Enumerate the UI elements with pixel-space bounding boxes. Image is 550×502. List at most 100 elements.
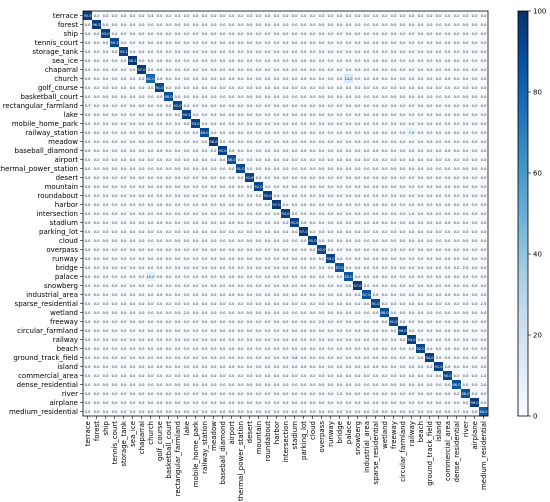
heatmap-cell: [353, 146, 363, 156]
heatmap-cell: [407, 362, 417, 372]
heatmap-cell: [155, 371, 165, 381]
heatmap-cell: [389, 74, 399, 84]
cell-value: 0.0: [391, 212, 397, 216]
cell-value: 0.0: [238, 302, 244, 306]
heatmap-cell: [308, 20, 318, 30]
heatmap-cell: [200, 263, 210, 273]
cell-value: 0.0: [121, 293, 127, 297]
heatmap-cell: [254, 398, 264, 408]
cell-value: 0.0: [283, 221, 289, 225]
cell-value: 0.0: [364, 248, 370, 252]
heatmap-cell: [137, 191, 147, 201]
cell-value: 0.0: [373, 104, 379, 108]
cell-value: 0.0: [481, 230, 487, 234]
heatmap-cell: [470, 128, 480, 138]
heatmap-cell: [371, 56, 381, 66]
cell-value: 0.0: [94, 140, 100, 144]
heatmap-cell: [227, 56, 237, 66]
cell-value: 0.0: [454, 320, 460, 324]
heatmap-cell: [83, 344, 93, 354]
cell-value: 0.0: [292, 401, 298, 405]
heatmap-cell: [128, 317, 138, 327]
heatmap-cell: [407, 200, 417, 210]
heatmap-cell: [254, 38, 264, 48]
heatmap-cell: [164, 191, 174, 201]
heatmap-cell: [101, 308, 111, 318]
cell-value: 0.0: [112, 158, 118, 162]
cell-value: 0.0: [355, 176, 361, 180]
heatmap-cell: [83, 20, 93, 30]
heatmap-cell: [344, 164, 354, 174]
cell-value: 0.0: [184, 104, 190, 108]
heatmap-cell: [164, 110, 174, 120]
heatmap-cell: [461, 362, 471, 372]
heatmap-cell: [416, 56, 426, 66]
heatmap-cell: [146, 272, 156, 282]
cell-value: 0.0: [283, 185, 289, 189]
cell-value: 0.0: [373, 59, 379, 63]
heatmap-cell: [200, 227, 210, 237]
heatmap-cell: [101, 209, 111, 219]
heatmap-cell: [317, 407, 327, 417]
cell-value: 0.0: [445, 212, 451, 216]
heatmap-cell: [299, 326, 309, 336]
heatmap-cell: [299, 272, 309, 282]
heatmap-cell: [254, 254, 264, 264]
cell-value: 0.0: [337, 59, 343, 63]
heatmap-cell: [479, 11, 489, 21]
cell-value: 0.0: [220, 158, 226, 162]
cell-value: 0.0: [391, 59, 397, 63]
cell-value: 0.0: [256, 221, 262, 225]
cell-value: 0.0: [454, 140, 460, 144]
cell-value: 0.0: [103, 41, 109, 45]
heatmap-cell: [380, 191, 390, 201]
cell-value: 0.0: [256, 266, 262, 270]
cell-value: 0.0: [418, 311, 424, 315]
cell-value: 0.0: [238, 95, 244, 99]
heatmap-cell: [227, 173, 237, 183]
heatmap-cell: [209, 335, 219, 345]
cell-value: 0.0: [400, 221, 406, 225]
cell-value: 0.0: [472, 77, 478, 81]
heatmap-cell: [389, 245, 399, 255]
cell-value: 0.0: [211, 68, 217, 72]
heatmap-cell: [380, 326, 390, 336]
cell-value: 0.0: [238, 131, 244, 135]
cell-value: 0.0: [139, 158, 145, 162]
cell-value: 0.0: [121, 383, 127, 387]
heatmap-cell: [470, 317, 480, 327]
cell-value: 0.0: [274, 176, 280, 180]
heatmap-cell: [272, 281, 282, 291]
cell-value: 0.0: [418, 266, 424, 270]
cell-value: 0.0: [175, 41, 181, 45]
heatmap-cell: [389, 47, 399, 57]
cell-value: 0.0: [283, 41, 289, 45]
heatmap-cell: [254, 74, 264, 84]
heatmap-cell: [353, 92, 363, 102]
heatmap-cell: [254, 326, 264, 336]
cell-value: 0.0: [373, 167, 379, 171]
cell-value: 0.0: [301, 212, 307, 216]
heatmap-cell: [380, 407, 390, 417]
heatmap-cell: [470, 47, 480, 57]
heatmap-cell: [470, 164, 480, 174]
cell-value: 0.0: [166, 311, 172, 315]
cell-value: 0.0: [238, 14, 244, 18]
heatmap-cell: [461, 290, 471, 300]
x-tick-label: cloud: [309, 421, 317, 440]
cell-value: 0.0: [400, 365, 406, 369]
cell-value: 0.0: [265, 320, 271, 324]
heatmap-cell: [245, 209, 255, 219]
heatmap-cell: [245, 389, 255, 399]
cell-value: 0.0: [202, 104, 208, 108]
heatmap-cell: [200, 209, 210, 219]
heatmap-cell: [389, 191, 399, 201]
cell-value: 0.0: [121, 275, 127, 279]
cell-value: 0.0: [337, 239, 343, 243]
heatmap-cell: [272, 137, 282, 147]
cell-value: 0.0: [184, 32, 190, 36]
heatmap-cell: [209, 65, 219, 75]
heatmap-cell: [182, 209, 192, 219]
cell-value: 0.0: [94, 104, 100, 108]
cell-value: 0.0: [373, 140, 379, 144]
